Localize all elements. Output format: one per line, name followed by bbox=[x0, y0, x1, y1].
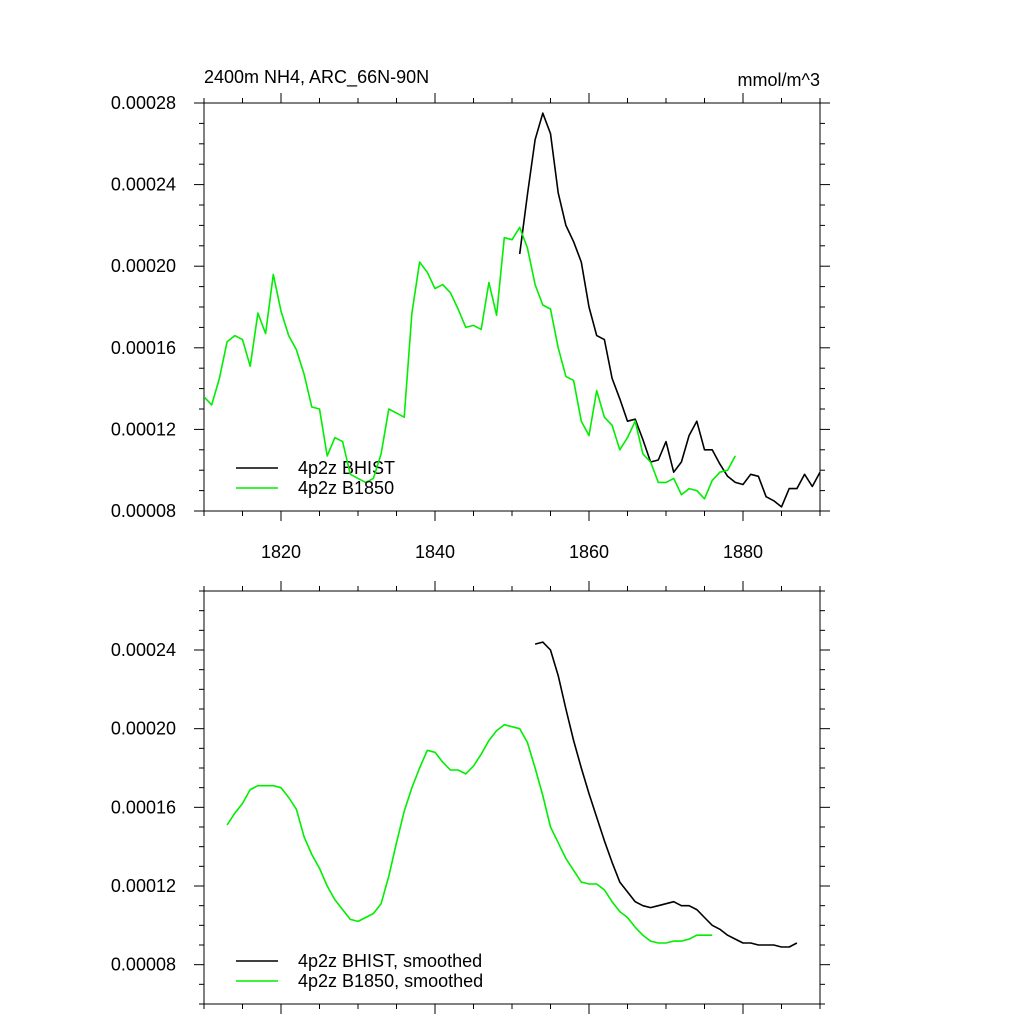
x-tick-label: 1820 bbox=[261, 542, 301, 562]
plot-frame bbox=[203, 590, 821, 1005]
series-line-bhist bbox=[518, 112, 820, 508]
x-tick-label: 1860 bbox=[569, 542, 609, 562]
y-tick-label: 0.00012 bbox=[111, 876, 176, 896]
x-tick-label: 1880 bbox=[723, 542, 763, 562]
top-panel: 1820 1840 1860 1880 0.00008 0.00012 0.00016 0.0… bbox=[111, 93, 830, 562]
y-tick-label: 0.00020 bbox=[111, 719, 176, 739]
y-tick-label: 0.00024 bbox=[111, 175, 176, 195]
series-line-b1850 bbox=[226, 723, 713, 944]
legend-label: 4p2z B1850 bbox=[298, 478, 394, 498]
y-tick-label: 0.00016 bbox=[111, 797, 176, 817]
y-tick-label: 0.00012 bbox=[111, 419, 176, 439]
legend-label: 4p2z BHIST bbox=[298, 458, 395, 478]
y-tick-label: 0.00008 bbox=[111, 501, 176, 521]
units-label: mmol/m^3 bbox=[738, 70, 820, 90]
plot-frame bbox=[203, 102, 821, 512]
y-tick-label: 0.00020 bbox=[111, 256, 176, 276]
series-line-b1850 bbox=[204, 226, 737, 500]
x-tick-label: 1840 bbox=[415, 542, 455, 562]
y-tick-label: 0.00028 bbox=[111, 93, 176, 113]
series-line-bhist bbox=[534, 641, 798, 948]
y-tick-label: 0.00008 bbox=[111, 955, 176, 975]
legend-label: 4p2z B1850, smoothed bbox=[298, 971, 483, 991]
bottom-panel: 0.00008 0.00012 0.00016 0.00020 0.00024 4p2z … bbox=[111, 581, 830, 1014]
y-tick-label: 0.00024 bbox=[111, 640, 176, 660]
legend-label: 4p2z BHIST, smoothed bbox=[298, 951, 482, 971]
y-tick-label: 0.00016 bbox=[111, 338, 176, 358]
chart-title: 2400m NH4, ARC_66N-90N bbox=[204, 67, 429, 88]
